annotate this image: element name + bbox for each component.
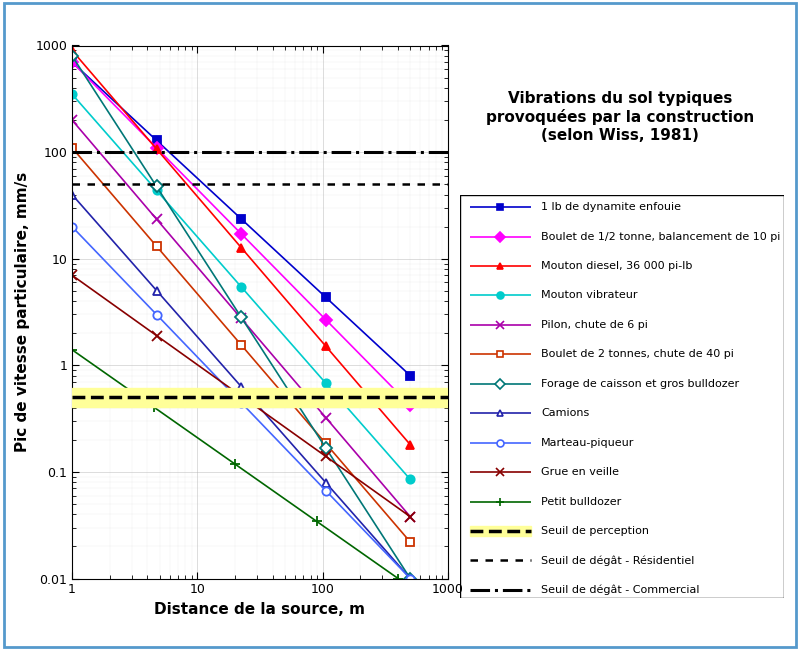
Text: Camions: Camions xyxy=(541,408,590,418)
Text: Pilon, chute de 6 pi: Pilon, chute de 6 pi xyxy=(541,320,648,330)
Text: Seuil de perception: Seuil de perception xyxy=(541,526,649,536)
Text: Vibrations du sol typiques
provoquées par la construction
(selon Wiss, 1981): Vibrations du sol typiques provoquées pa… xyxy=(486,92,754,142)
X-axis label: Distance de la source, m: Distance de la source, m xyxy=(154,602,366,617)
Text: Forage de caisson et gros bulldozer: Forage de caisson et gros bulldozer xyxy=(541,379,739,389)
Text: Boulet de 2 tonnes, chute de 40 pi: Boulet de 2 tonnes, chute de 40 pi xyxy=(541,349,734,359)
Text: Seuil de dégât - Commercial: Seuil de dégât - Commercial xyxy=(541,585,699,595)
Bar xyxy=(72,388,448,407)
Text: Mouton vibrateur: Mouton vibrateur xyxy=(541,291,638,300)
Text: Grue en veille: Grue en veille xyxy=(541,467,619,477)
Text: Seuil de dégât - Résidentiel: Seuil de dégât - Résidentiel xyxy=(541,555,694,566)
Bar xyxy=(470,526,531,536)
Text: 1 lb de dynamite enfouie: 1 lb de dynamite enfouie xyxy=(541,202,681,212)
Text: Marteau-piqueur: Marteau-piqueur xyxy=(541,437,634,448)
Text: Boulet de 1/2 tonne, balancement de 10 pi: Boulet de 1/2 tonne, balancement de 10 p… xyxy=(541,231,780,242)
Text: Mouton diesel, 36 000 pi-lb: Mouton diesel, 36 000 pi-lb xyxy=(541,261,692,271)
Text: Petit bulldozer: Petit bulldozer xyxy=(541,497,622,506)
Y-axis label: Pic de vitesse particulaire, mm/s: Pic de vitesse particulaire, mm/s xyxy=(14,172,30,452)
